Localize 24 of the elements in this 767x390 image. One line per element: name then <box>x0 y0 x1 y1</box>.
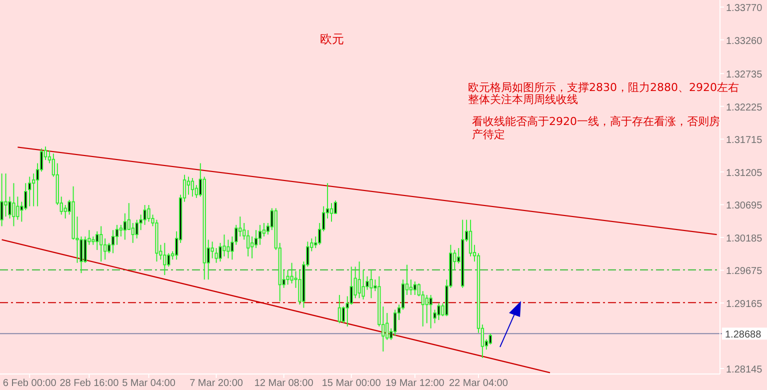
y-tick-label: 1.30185 <box>726 233 763 244</box>
x-tick-label: 28 Feb 16:00 <box>60 378 120 389</box>
y-tick-label: 1.28145 <box>726 364 763 376</box>
y-tick-label: 1.29675 <box>726 266 763 278</box>
x-tick-label: 12 Mar 08:00 <box>254 378 314 389</box>
x-tick-label: 15 Mar 00:00 <box>322 378 382 389</box>
x-tick-label: 22 Mar 04:00 <box>449 378 508 389</box>
ref-line-label: 1.28688 <box>725 330 762 341</box>
y-tick-label: 1.33770 <box>726 3 763 14</box>
y-tick-label: 1.32735 <box>726 70 763 81</box>
y-tick-label: 1.30695 <box>726 200 763 212</box>
y-tick-label: 1.33260 <box>726 36 763 47</box>
y-tick-label: 1.31715 <box>726 135 763 146</box>
annotation: 看收线能否高于2920一线，高于存在看涨，否则房产待定 <box>472 115 721 141</box>
annotation: 欧元格局如图所示，支撑2830，阻力2880、2920左右 <box>468 81 739 94</box>
annotation: 整体关注本周周线收线 <box>468 93 578 106</box>
y-tick-label: 1.29165 <box>726 298 763 310</box>
y-tick-label: 1.32225 <box>726 102 763 114</box>
text: 欧元 <box>320 32 344 46</box>
y-tick-label: 1.31205 <box>726 168 763 179</box>
x-tick-label: 5 Mar 04:00 <box>122 378 176 389</box>
x-tick-label: 7 Mar 20:00 <box>190 378 244 389</box>
x-tick-label: 19 Mar 12:00 <box>385 378 445 389</box>
x-tick-label: 6 Feb 00:00 <box>2 378 57 389</box>
